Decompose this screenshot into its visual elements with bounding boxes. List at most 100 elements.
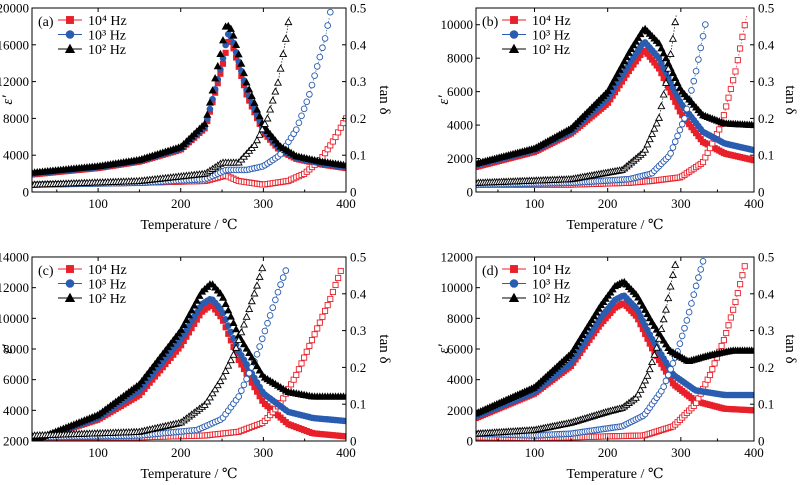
tan-delta-point — [250, 289, 259, 297]
tan-delta-point — [699, 32, 707, 40]
permittivity-point — [594, 304, 603, 312]
permittivity-point — [206, 105, 214, 113]
tan-delta-point — [657, 101, 666, 110]
tan-delta-point — [643, 140, 652, 148]
tan-delta-line — [32, 17, 330, 185]
tan-delta-point — [683, 317, 691, 324]
legend-label: 10³ Hz — [532, 29, 570, 44]
permittivity-point — [643, 309, 652, 318]
permittivity-point — [166, 339, 175, 347]
permittivity-point — [179, 320, 188, 329]
permittivity-point — [750, 157, 754, 164]
tan-delta-point — [232, 343, 241, 351]
tan-delta-point — [266, 312, 274, 319]
permittivity-point — [229, 31, 238, 39]
tan-delta-point — [321, 35, 329, 42]
tan-delta-point — [276, 64, 285, 72]
tan-delta-point — [650, 124, 659, 132]
legend-label: 10⁴ Hz — [532, 263, 571, 278]
tan-delta-point — [720, 337, 727, 344]
y-left-tick-label: 4000 — [447, 118, 473, 133]
tan-delta-point — [741, 263, 748, 270]
tan-delta-point — [659, 90, 668, 98]
plot-area — [476, 15, 754, 188]
tan-delta-point — [284, 17, 293, 26]
tan-delta-point — [718, 342, 725, 349]
permittivity-point — [226, 24, 235, 32]
permittivity-point — [657, 44, 666, 52]
legend-marker — [64, 43, 76, 53]
permittivity-point — [585, 319, 594, 327]
permittivity-point — [620, 57, 629, 65]
tan-delta-point — [203, 397, 212, 405]
tan-delta-point — [255, 272, 264, 280]
permittivity-point — [255, 366, 264, 374]
tan-delta-point — [327, 295, 334, 303]
tan-delta-point — [292, 126, 300, 133]
tan-delta-point — [723, 330, 730, 337]
tan-delta-point — [235, 393, 243, 400]
plot-area — [32, 8, 346, 188]
tan-delta-point — [702, 21, 709, 28]
tan-delta-point — [200, 400, 209, 408]
tan-delta-point — [739, 272, 746, 279]
permittivity-point — [638, 301, 647, 309]
y-left-tick-label: 8000 — [447, 51, 473, 66]
x-tick-label: 400 — [744, 445, 764, 460]
tan-delta-point — [298, 360, 305, 367]
tan-delta-point — [641, 376, 650, 384]
tan-delta-point — [208, 389, 217, 397]
tan-delta-point — [240, 381, 248, 389]
tan-delta-point — [676, 340, 684, 347]
permittivity-point — [631, 37, 640, 45]
y-right-tick-label: 0.4 — [350, 37, 367, 52]
x-tick-label: 400 — [336, 445, 356, 460]
tan-delta-point — [662, 377, 670, 385]
tan-delta-point — [678, 332, 686, 340]
plot-frame — [475, 7, 755, 193]
permittivity-point — [192, 296, 201, 304]
tan-delta-point — [652, 343, 661, 351]
permittivity-point — [749, 120, 754, 129]
permittivity-point — [613, 69, 622, 78]
tan-delta-point — [326, 8, 334, 16]
panel-label: (c) — [38, 264, 54, 279]
y-left-tick-label: 8000 — [447, 311, 473, 326]
permittivity-point — [242, 344, 251, 352]
x-tick-label: 200 — [171, 196, 191, 211]
tan-delta-point — [730, 77, 737, 84]
legend-item: 10² Hz — [502, 43, 570, 58]
tan-delta-point — [636, 385, 645, 393]
y-right-tick-label: 0.4 — [758, 37, 775, 52]
tan-delta-point — [316, 319, 323, 326]
tan-delta-point — [666, 282, 675, 290]
permittivity-point — [250, 357, 259, 365]
legend-item: 10³ Hz — [58, 278, 126, 293]
legend-marker — [510, 16, 518, 24]
y-left-tick-label: 6000 — [3, 372, 29, 387]
tan-delta-point — [676, 126, 684, 134]
permittivity-point — [580, 327, 589, 335]
x-tick-label: 400 — [744, 196, 764, 211]
y-right-tick-label: 0.5 — [350, 1, 366, 16]
legend-label: 10³ Hz — [88, 29, 126, 44]
permittivity-point — [573, 338, 582, 346]
permittivity-point — [569, 345, 578, 354]
tan-delta-point — [258, 125, 267, 133]
y-left-axis-label: ε′ — [436, 95, 452, 105]
permittivity-point — [190, 301, 199, 309]
y-right-tick-label: 0.5 — [758, 1, 774, 16]
y-right-tick-label: 0.5 — [350, 250, 366, 265]
legend-item: 10⁴ Hz — [502, 263, 571, 278]
x-axis-label: Temperature / ℃ — [140, 218, 237, 233]
tan-delta-point — [332, 281, 339, 289]
y-left-tick-label: 6000 — [447, 342, 473, 357]
x-tick-label: 300 — [254, 445, 274, 460]
tan-delta-point — [739, 33, 746, 40]
permittivity-point — [137, 376, 146, 385]
y-right-tick-label: 0.3 — [350, 323, 366, 338]
tan-delta-point — [256, 343, 263, 350]
tan-delta-point — [324, 22, 331, 29]
